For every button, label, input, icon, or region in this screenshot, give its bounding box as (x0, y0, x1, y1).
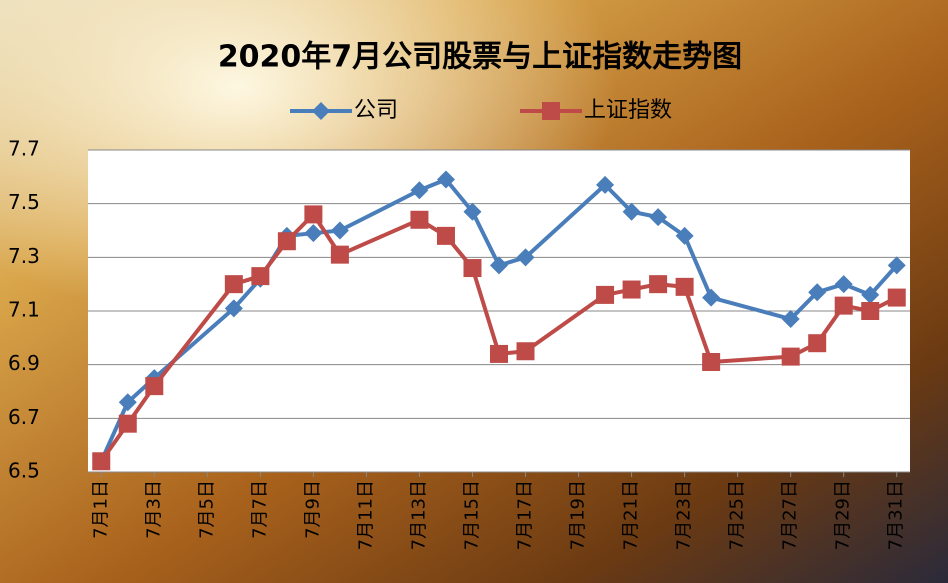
y-tick-label: 7.7 (8, 137, 40, 161)
x-tick-label: 7月15日 (461, 480, 482, 550)
point (808, 334, 826, 352)
chart: 2020年7月公司股票与上证指数走势图 6.5 6.7 6.9 7.1 7.3 7.5 7.… (0, 0, 948, 583)
point (331, 246, 349, 264)
point (676, 278, 694, 296)
legend-label: 上证指数 (584, 98, 672, 123)
y-tick-label: 6.7 (8, 405, 40, 429)
x-tick-label: 7月9日 (302, 480, 323, 539)
point (623, 281, 641, 299)
chart-title: 2020年7月公司股票与上证指数走势图 (218, 40, 742, 75)
point (437, 227, 455, 245)
x-tick-label: 7月17日 (515, 480, 536, 550)
y-tick-label: 6.9 (8, 351, 40, 375)
x-tick-label: 7月31日 (886, 480, 907, 550)
point (888, 289, 906, 307)
point (517, 342, 535, 360)
x-tick-label: 7月21日 (621, 480, 642, 550)
point (119, 415, 137, 433)
x-tick-label: 7月27日 (780, 480, 801, 550)
point (782, 348, 800, 366)
legend-label: 公司 (354, 98, 398, 123)
x-tick-label: 7月29日 (833, 480, 854, 550)
x-tick-label: 7月7日 (249, 480, 270, 539)
point (410, 211, 428, 229)
point (251, 267, 269, 285)
x-tick-label: 7月19日 (568, 480, 589, 550)
point (490, 345, 508, 363)
point (92, 452, 110, 470)
y-tick-label: 7.3 (8, 244, 40, 268)
point (835, 297, 853, 315)
point (596, 286, 614, 304)
x-tick-label: 7月25日 (727, 480, 748, 550)
point (649, 275, 667, 293)
x-tick-label: 7月1日 (90, 480, 111, 539)
point (304, 205, 322, 223)
x-tick-label: 7月11日 (355, 480, 376, 550)
legend-marker (542, 102, 560, 120)
point (463, 259, 481, 277)
x-tick-label: 7月3日 (143, 480, 164, 539)
x-tick-label: 7月23日 (674, 480, 695, 550)
point (145, 377, 163, 395)
y-tick-label: 7.1 (8, 298, 40, 322)
point (278, 232, 296, 250)
point (702, 353, 720, 371)
point (861, 302, 879, 320)
y-tick-label: 6.5 (8, 459, 40, 483)
y-tick-label: 7.5 (8, 190, 40, 214)
x-tick-label: 7月5日 (196, 480, 217, 539)
point (225, 275, 243, 293)
page: 2020年7月公司股票与上证指数走势图 6.5 6.7 6.9 7.1 7.3 7.5 7.… (0, 0, 948, 583)
x-tick-label: 7月13日 (408, 480, 429, 550)
